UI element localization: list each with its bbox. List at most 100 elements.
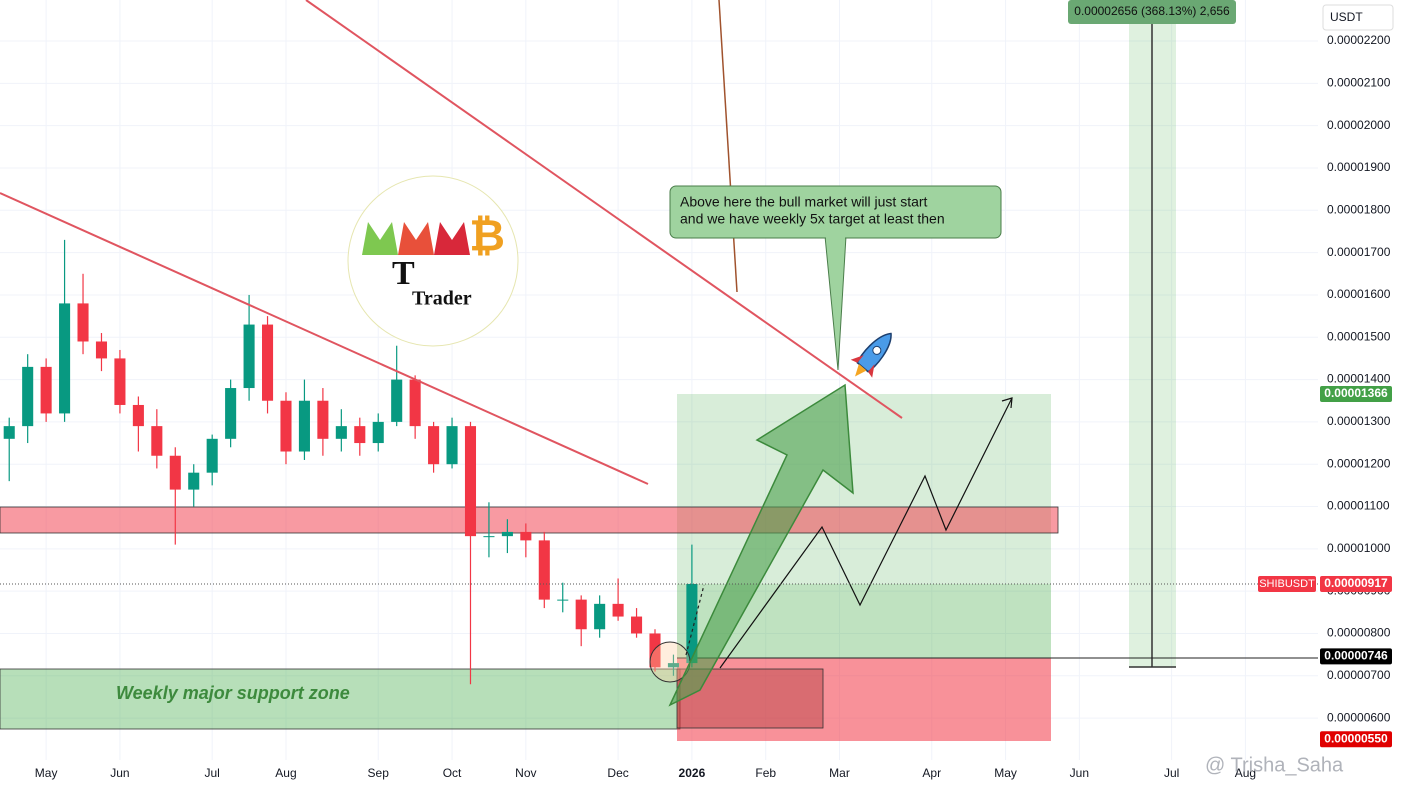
- callout-text: Above here the bull market will just sta…: [680, 194, 928, 210]
- candle-body: [501, 531, 513, 537]
- logo-shape: [362, 222, 398, 255]
- candle-body: [409, 379, 421, 427]
- price-badge: [1320, 385, 1392, 402]
- candle-body: [280, 400, 292, 452]
- grid: [0, 0, 1318, 760]
- candle-body: [667, 663, 679, 668]
- candle-body: [95, 341, 108, 359]
- price-badge-label: 0.00000550: [1324, 731, 1388, 745]
- candle-body: [262, 324, 274, 401]
- candle-body: [298, 400, 310, 452]
- price-badge-label: 0.00001366: [1324, 386, 1388, 400]
- x-tick-label: Apr: [922, 766, 941, 780]
- candle-body: [391, 379, 403, 422]
- time-axis: [0, 760, 1318, 789]
- projection-path: [719, 397, 1013, 669]
- measure-label: 0.00002656 (368.13%) 2,656: [1074, 4, 1230, 18]
- logo-shape: [398, 222, 434, 255]
- x-tick-label: Sep: [368, 766, 390, 780]
- x-tick-label: May: [994, 766, 1017, 780]
- price-badge: [1320, 731, 1392, 748]
- candle-body: [428, 426, 440, 465]
- x-tick-label: Feb: [755, 766, 776, 780]
- candle-body: [686, 583, 698, 664]
- y-tick-label: 0.00002200: [1327, 33, 1391, 47]
- y-tick-label: 0.00001400: [1327, 372, 1391, 386]
- trendline: [305, 0, 903, 419]
- x-tick-label: Jun: [110, 766, 129, 780]
- candle-body: [464, 426, 477, 537]
- callout-join: [826, 234, 845, 240]
- x-tick-label: Aug: [275, 766, 296, 780]
- candle-body: [22, 366, 34, 427]
- candle-body: [575, 599, 587, 630]
- candle-body: [243, 324, 255, 389]
- x-tick-label: Dec: [607, 766, 628, 780]
- y-tick-label: 0.00002100: [1327, 76, 1391, 90]
- candle-body: [372, 421, 384, 444]
- zone-label: Weekly major support zone: [116, 683, 350, 703]
- candle-body: [40, 366, 52, 414]
- y-tick-label: 0.00001700: [1327, 245, 1391, 259]
- x-tick-label: Jul: [205, 766, 220, 780]
- y-tick-label: 0.00000700: [1327, 668, 1391, 682]
- candle-body: [317, 400, 329, 439]
- symbol-label: SHIBUSDT: [1259, 578, 1315, 590]
- logo-bitcoin: ₿: [469, 212, 505, 261]
- candle-body: [446, 426, 458, 465]
- candle-body: [206, 438, 218, 473]
- candle-body: [520, 531, 532, 541]
- candles: [3, 239, 698, 685]
- x-tick-label: Mar: [829, 766, 850, 780]
- y-tick-label: 0.00001800: [1327, 202, 1391, 216]
- candle-body: [594, 603, 606, 630]
- x-tick-label: Aug: [1235, 766, 1256, 780]
- big-arrow: [668, 383, 854, 707]
- y-tick-label: 0.00002000: [1327, 118, 1391, 132]
- trendline: [718, 0, 738, 293]
- price-badge: [1320, 575, 1392, 592]
- projection-dash: [685, 584, 705, 656]
- resistance-zone: [0, 506, 1059, 534]
- price-badge-label: 0.00000917: [1324, 576, 1388, 590]
- candle-body: [151, 426, 163, 456]
- symbol-badge: [1258, 575, 1316, 592]
- arrow-head: [1001, 397, 1013, 409]
- y-tick-label: 0.00001900: [1327, 160, 1391, 174]
- price-badge: [1320, 648, 1392, 665]
- axis: 0.000006000.000007000.000008000.00000900…: [35, 33, 1391, 780]
- candle-body: [612, 603, 624, 617]
- watermark: @ Trisha_Saha: [1205, 754, 1344, 776]
- stop-area: [677, 658, 1051, 741]
- y-tick-label: 0.00001500: [1327, 329, 1391, 343]
- currency-box: [1322, 4, 1394, 31]
- candle-body: [188, 472, 200, 490]
- x-tick-label: Nov: [515, 766, 536, 780]
- support-zone: [0, 668, 681, 730]
- logo-circle: [347, 175, 519, 347]
- measure-label-box: [1068, 0, 1236, 24]
- candle-body: [649, 633, 661, 668]
- x-tick-label: Oct: [443, 766, 462, 780]
- logo-shape: [434, 222, 470, 255]
- logo-t: T: [392, 255, 415, 292]
- y-tick-label: 0.00001600: [1327, 287, 1391, 301]
- x-tick-label: 2026: [679, 766, 706, 780]
- currency: USDT: [1330, 10, 1363, 24]
- candle-body: [483, 536, 495, 538]
- candle-body: [354, 426, 366, 444]
- y-tick-label: 0.00001200: [1327, 456, 1391, 470]
- candle-body: [335, 426, 347, 439]
- x-tick-label: Jun: [1070, 766, 1089, 780]
- price-badge-label: 0.00000746: [1324, 648, 1388, 662]
- y-tick-label: 0.00001100: [1327, 499, 1390, 513]
- candle-body: [557, 599, 569, 601]
- y-tick-label: 0.00001000: [1327, 541, 1391, 555]
- candle-body: [59, 303, 71, 414]
- candle-body: [169, 455, 181, 490]
- candle-body: [538, 540, 550, 600]
- candle-body: [77, 303, 89, 342]
- candle-body: [3, 426, 15, 439]
- y-tick-label: 0.00000800: [1327, 626, 1391, 640]
